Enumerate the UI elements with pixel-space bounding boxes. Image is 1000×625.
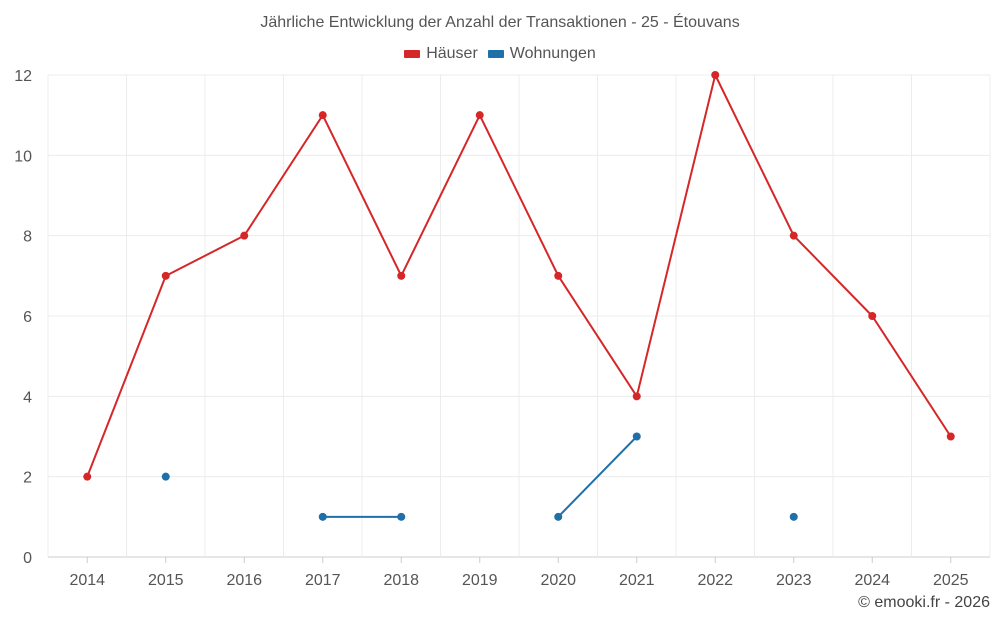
- x-tick-label: 2019: [462, 572, 498, 589]
- x-tick-label: 2023: [776, 572, 812, 589]
- x-tick-label: 2017: [305, 572, 341, 589]
- x-tick-label: 2022: [697, 572, 733, 589]
- data-point-haeuser: [475, 111, 484, 120]
- data-point-wohnungen: [632, 432, 641, 441]
- data-point-haeuser: [397, 271, 406, 280]
- data-point-haeuser: [946, 432, 955, 441]
- data-point-haeuser: [240, 231, 249, 240]
- chart-title: Jährliche Entwicklung der Anzahl der Tra…: [260, 14, 740, 31]
- series-line-wohnungen: [557, 435, 638, 518]
- x-tick-label: 2015: [148, 572, 184, 589]
- data-point-wohnungen: [318, 512, 327, 521]
- data-point-haeuser: [632, 392, 641, 401]
- y-tick-label: 12: [14, 68, 32, 85]
- data-point-wohnungen: [397, 512, 406, 521]
- legend: Häuser Wohnungen: [0, 45, 1000, 63]
- x-tick-label: 2025: [933, 572, 969, 589]
- x-tick-label: 2016: [226, 572, 262, 589]
- x-tick-label: 2018: [383, 572, 419, 589]
- legend-item-haeuser[interactable]: Häuser: [404, 45, 478, 63]
- legend-swatch-haeuser: [404, 50, 421, 58]
- y-tick-label: 6: [23, 309, 32, 326]
- x-tick-label: 2020: [540, 572, 576, 589]
- y-tick-label: 4: [23, 389, 32, 406]
- data-point-haeuser: [711, 71, 720, 79]
- y-tick-label: 8: [23, 229, 32, 246]
- x-tick-label: 2024: [854, 572, 890, 589]
- legend-label-wohnungen: Wohnungen: [509, 45, 596, 62]
- legend-label-haeuser: Häuser: [426, 45, 478, 62]
- data-point-haeuser: [318, 111, 327, 120]
- series-line-haeuser: [86, 74, 952, 478]
- legend-item-wohnungen[interactable]: Wohnungen: [487, 45, 596, 63]
- data-point-wohnungen: [554, 512, 563, 521]
- data-point-haeuser: [83, 472, 92, 481]
- data-point-haeuser: [789, 231, 798, 240]
- legend-swatch-wohnungen: [487, 50, 504, 58]
- data-point-wohnungen: [789, 512, 798, 521]
- data-point-haeuser: [161, 271, 170, 280]
- y-tick-label: 2: [23, 470, 32, 487]
- data-point-wohnungen: [161, 472, 170, 481]
- data-point-haeuser: [868, 312, 877, 320]
- y-tick-label: 10: [14, 148, 32, 165]
- credit-text: © emooki.fr - 2026: [858, 594, 990, 611]
- y-tick-label: 0: [23, 550, 32, 567]
- x-tick-label: 2014: [69, 572, 105, 589]
- data-point-haeuser: [554, 271, 563, 280]
- x-tick-label: 2021: [619, 572, 655, 589]
